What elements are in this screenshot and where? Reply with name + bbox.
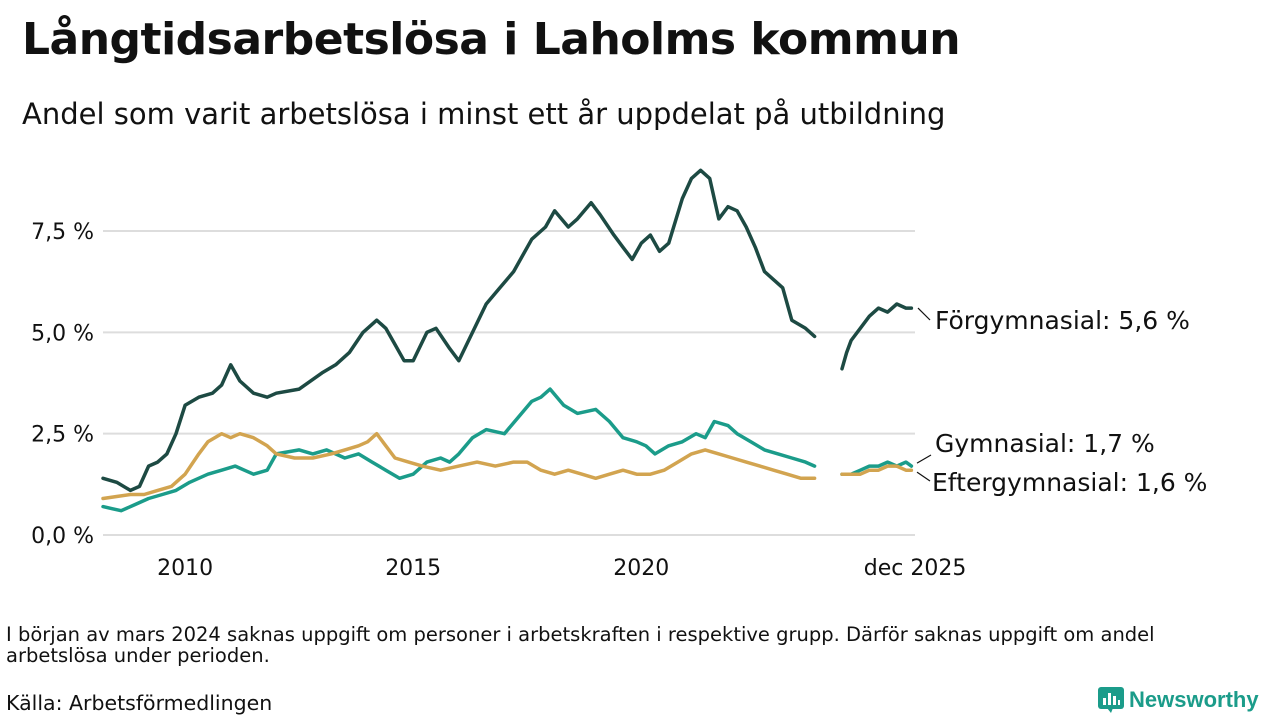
y-tick-label: 7,5 % [31,220,94,245]
leader-line [917,307,931,321]
gridlines [103,230,915,536]
end-label-forgymnasial: Förgymnasial: 5,6 % [935,306,1190,335]
y-tick-label: 5,0 % [31,321,94,346]
series-line-förgymnasial [840,302,914,371]
line-chart: 0,0 % 2,5 % 5,0 % 7,5 % 2010 2015 2020 dec 2025… [31,168,1207,581]
leader-line [916,454,932,464]
x-tick-label: 2020 [613,556,669,581]
series-line-eftergymnasial [840,464,914,476]
y-tick-label: 0,0 % [31,524,94,549]
chart-title: Långtidsarbetslösa i Laholms kommun [22,14,961,65]
end-label-eftergymnasial: Eftergymnasial: 1,6 % [932,468,1207,497]
y-tick-label: 2,5 % [31,423,94,448]
series-line-gymnasial [101,387,817,513]
series-line-förgymnasial [101,168,817,493]
axis-labels: 0,0 % 2,5 % 5,0 % 7,5 % 2010 2015 2020 dec 2025 [31,220,966,581]
x-tick-label: 2010 [157,556,213,581]
x-tick-label: dec 2025 [864,556,967,581]
series-line-eftergymnasial [101,431,817,501]
series-lines [101,168,914,513]
end-label-gymnasial: Gymnasial: 1,7 % [935,429,1155,458]
newsworthy-logo: Newsworthy [1098,687,1259,713]
bar-chart-icon [1098,687,1124,713]
footnote: I början av mars 2024 saknas uppgift om … [6,623,1155,667]
x-tick-label: 2015 [385,556,441,581]
brand-name: Newsworthy [1129,687,1259,712]
source-credit: Källa: Arbetsförmedlingen [6,691,273,715]
leader-line [916,471,931,482]
chart-subtitle: Andel som varit arbetslösa i minst ett å… [22,97,946,131]
series-end-labels: Förgymnasial: 5,6 % Gymnasial: 1,7 % Efter… [916,306,1207,497]
